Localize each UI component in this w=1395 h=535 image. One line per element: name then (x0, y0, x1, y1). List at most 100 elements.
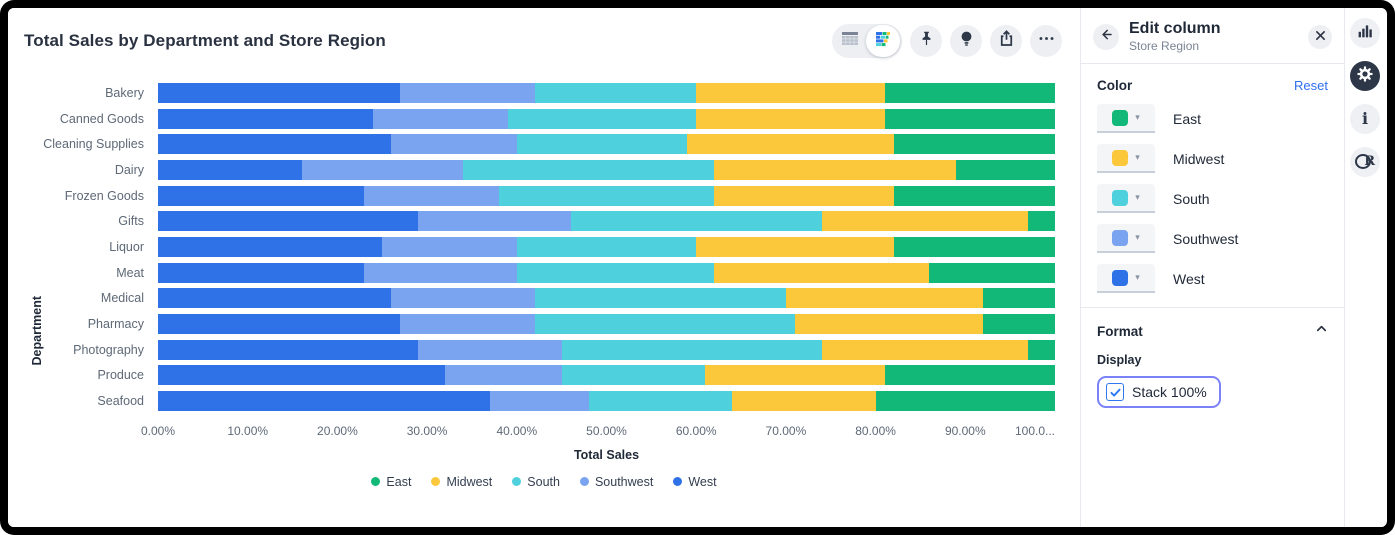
bar-segment-south[interactable] (534, 314, 795, 335)
bar-segment-south[interactable] (534, 82, 697, 103)
bar-segment-southwest[interactable] (382, 236, 517, 257)
color-picker-dropdown[interactable]: ▾ (1097, 184, 1155, 213)
r-language-rail-button[interactable]: R (1350, 147, 1380, 177)
legend-item-midwest[interactable]: Midwest (431, 475, 492, 489)
bar-segment-southwest[interactable] (418, 211, 571, 232)
bar-segment-southwest[interactable] (400, 82, 535, 103)
bar-segment-midwest[interactable] (714, 185, 894, 206)
chevron-up-icon[interactable] (1315, 322, 1328, 340)
format-section-head[interactable]: Format (1097, 322, 1328, 340)
color-row-label: West (1173, 270, 1205, 287)
bar-segment-west[interactable] (158, 185, 365, 206)
bar-segment-west[interactable] (158, 82, 401, 103)
bar-segment-midwest[interactable] (821, 211, 1029, 232)
bar-segment-east[interactable] (884, 365, 1055, 386)
bar-segment-east[interactable] (893, 185, 1055, 206)
color-section-head: Color Reset (1097, 78, 1328, 93)
table-icon (841, 31, 859, 51)
bar-segment-east[interactable] (884, 108, 1055, 129)
bar-segment-midwest[interactable] (821, 339, 1029, 360)
bar-segment-southwest[interactable] (364, 185, 499, 206)
chart-title: Total Sales by Department and Store Regi… (24, 31, 386, 50)
bar-segment-southwest[interactable] (400, 314, 535, 335)
bar-segment-south[interactable] (561, 365, 706, 386)
bar-segment-midwest[interactable] (696, 108, 885, 129)
bar-segment-south[interactable] (570, 211, 822, 232)
bar-segment-south[interactable] (534, 288, 786, 309)
bar-segment-south[interactable] (507, 108, 697, 129)
stack-100-checkbox[interactable]: Stack 100% (1097, 376, 1221, 408)
chart-view-button[interactable] (866, 25, 900, 57)
bar-segment-west[interactable] (158, 339, 419, 360)
bar-segment-south[interactable] (561, 339, 822, 360)
color-picker-dropdown[interactable]: ▾ (1097, 104, 1155, 133)
legend-item-west[interactable]: West (673, 475, 717, 489)
reset-link[interactable]: Reset (1294, 78, 1328, 93)
bar-segment-east[interactable] (1028, 211, 1055, 232)
bar-segment-south[interactable] (516, 236, 697, 257)
export-button[interactable] (990, 25, 1022, 57)
bar-segment-east[interactable] (983, 288, 1055, 309)
color-picker-dropdown[interactable]: ▾ (1097, 224, 1155, 253)
bar-segment-east[interactable] (929, 262, 1055, 283)
bar-segment-southwest[interactable] (373, 108, 508, 129)
bar-segment-south[interactable] (588, 391, 733, 412)
visualization-rail-button[interactable] (1350, 18, 1380, 48)
bar-segment-east[interactable] (1028, 339, 1055, 360)
bar-segment-east[interactable] (983, 314, 1055, 335)
back-button[interactable] (1093, 23, 1119, 50)
stacked-bar (158, 211, 1055, 232)
info-rail-button[interactable]: i (1350, 104, 1380, 134)
table-view-button[interactable] (834, 26, 866, 56)
bar-segment-west[interactable] (158, 134, 392, 155)
bar-segment-midwest[interactable] (714, 262, 930, 283)
settings-rail-button[interactable] (1350, 61, 1380, 91)
color-picker-dropdown[interactable]: ▾ (1097, 144, 1155, 173)
bar-segment-southwest[interactable] (391, 134, 517, 155)
bar-segment-southwest[interactable] (301, 159, 463, 180)
insights-button[interactable] (950, 25, 982, 57)
bar-segment-east[interactable] (893, 134, 1055, 155)
bar-segment-midwest[interactable] (794, 314, 984, 335)
color-picker-dropdown[interactable]: ▾ (1097, 264, 1155, 293)
bar-segment-west[interactable] (158, 314, 401, 335)
legend-item-southwest[interactable]: Southwest (579, 475, 653, 489)
legend-item-south[interactable]: South (512, 475, 560, 489)
close-button[interactable] (1308, 24, 1332, 49)
bar-segment-east[interactable] (893, 236, 1055, 257)
bar-segment-west[interactable] (158, 236, 383, 257)
legend-dot (431, 477, 441, 487)
bar-segment-west[interactable] (158, 391, 490, 412)
bar-segment-west[interactable] (158, 108, 374, 129)
bar-segment-east[interactable] (884, 82, 1055, 103)
bar-segment-south[interactable] (462, 159, 715, 180)
bar-segment-midwest[interactable] (732, 391, 876, 412)
bar-segment-south[interactable] (516, 134, 688, 155)
bar-segment-southwest[interactable] (364, 262, 517, 283)
close-icon (1315, 28, 1326, 46)
bar-segment-midwest[interactable] (696, 236, 894, 257)
bar-segment-south[interactable] (516, 262, 715, 283)
bar-segment-west[interactable] (158, 262, 365, 283)
bar-segment-midwest[interactable] (705, 365, 885, 386)
pin-button[interactable] (910, 25, 942, 57)
bar-segment-east[interactable] (875, 391, 1055, 412)
bar-segment-midwest[interactable] (785, 288, 984, 309)
bar-segment-southwest[interactable] (418, 339, 562, 360)
bar-segment-midwest[interactable] (687, 134, 894, 155)
bar-segment-southwest[interactable] (391, 288, 535, 309)
color-row-midwest: ▾ Midwest (1097, 144, 1328, 173)
bar-row: Photography (8, 337, 1080, 363)
bar-segment-midwest[interactable] (714, 159, 957, 180)
bar-segment-south[interactable] (498, 185, 715, 206)
bar-segment-west[interactable] (158, 159, 302, 180)
bar-segment-southwest[interactable] (445, 365, 562, 386)
bar-segment-west[interactable] (158, 288, 392, 309)
bar-segment-east[interactable] (956, 159, 1055, 180)
more-options-button[interactable] (1030, 25, 1062, 57)
bar-segment-southwest[interactable] (489, 391, 589, 412)
bar-segment-west[interactable] (158, 211, 419, 232)
bar-segment-midwest[interactable] (696, 82, 885, 103)
legend-item-east[interactable]: East (371, 475, 411, 489)
bar-segment-west[interactable] (158, 365, 446, 386)
